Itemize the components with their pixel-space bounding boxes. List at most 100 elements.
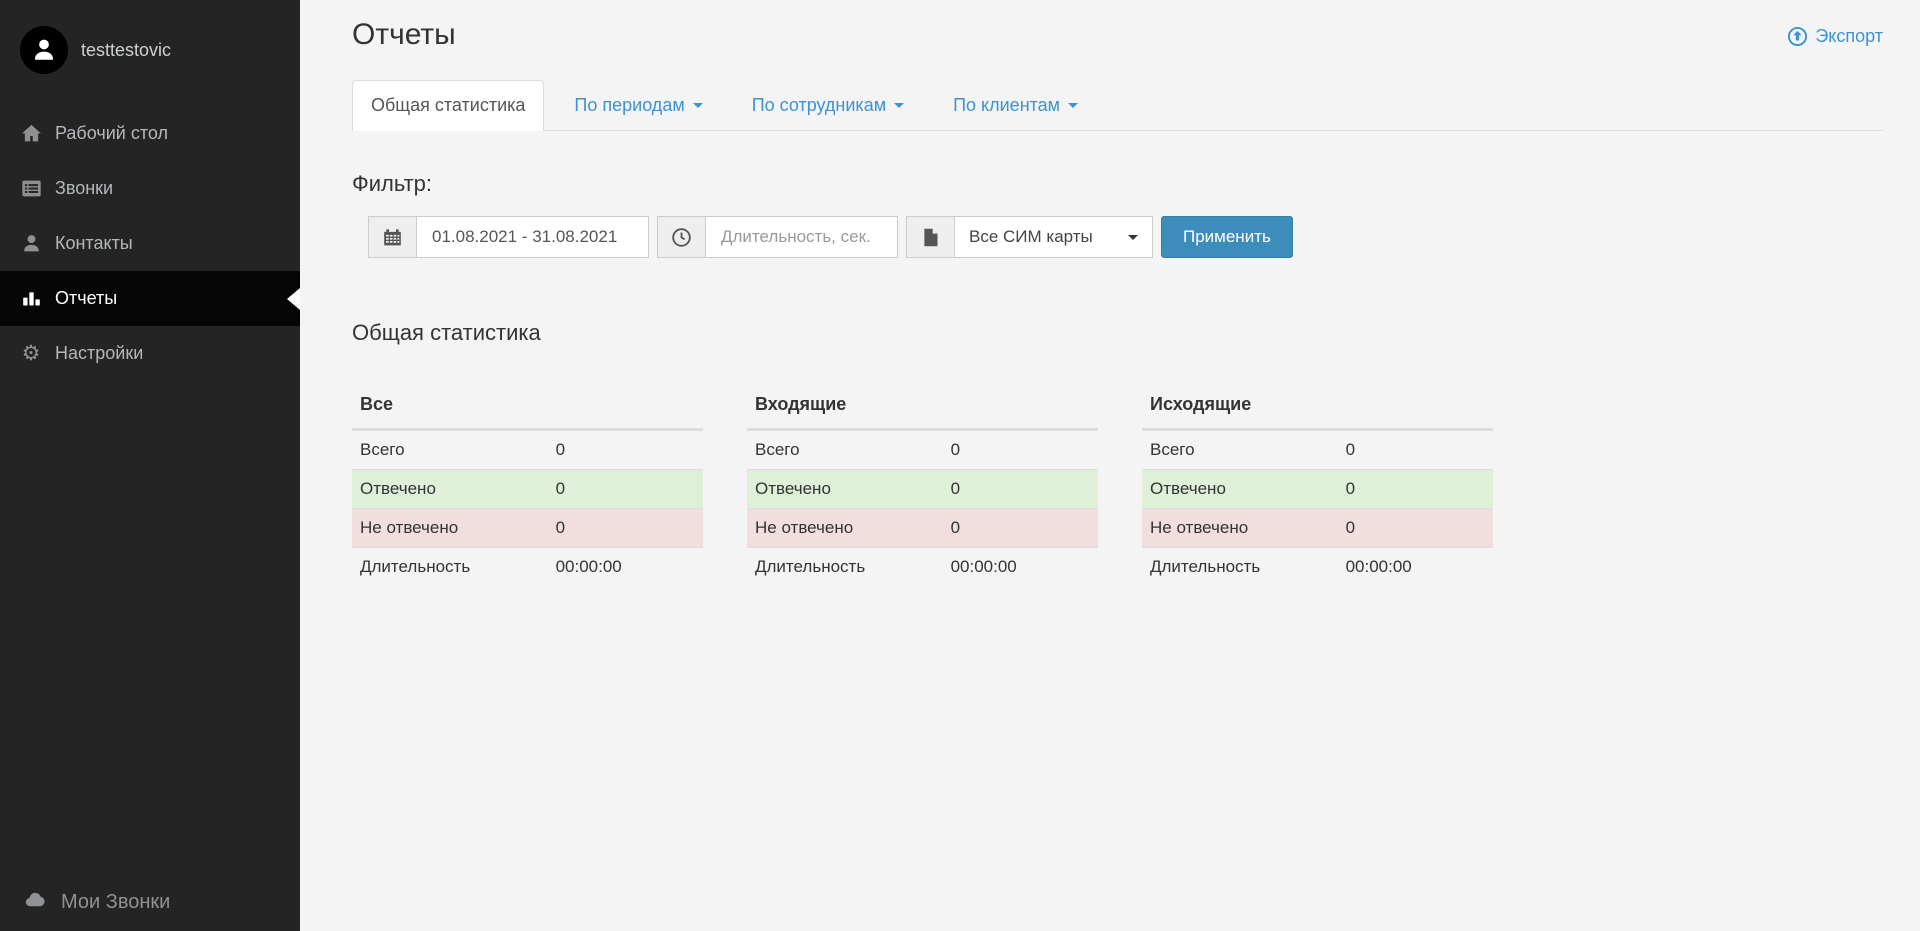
user-avatar [20,26,68,74]
stats-table-outgoing: Исходящие Всего 0 Отвечено 0 Не отвечено… [1142,386,1493,586]
tab-by-periods[interactable]: По периодам [555,81,721,130]
row-label: Не отвечено [1150,518,1249,537]
active-item-arrow-icon [287,287,300,310]
apply-button[interactable]: Применить [1161,216,1293,258]
row-value: 0 [950,479,961,498]
row-value: 0 [1345,479,1356,498]
duration-group [657,216,898,258]
row-label: Не отвечено [755,518,854,537]
stats-tables: Все Всего 0 Отвечено 0 Не отвечено 0 Дли… [352,386,1883,586]
sidebar-item-my-calls[interactable]: Мои Звонки [0,873,300,931]
date-range-group [368,216,649,258]
date-range-input[interactable] [416,216,649,258]
username: testtestovic [81,39,172,60]
sidebar-item-label: Отчеты [55,288,118,308]
sidebar-item-desktop[interactable]: Рабочий стол [0,106,300,161]
circle-arrow-up-icon [1788,26,1808,47]
row-label: Отвечено [755,479,831,498]
export-label: Экспорт [1815,26,1883,46]
file-icon [906,216,954,258]
user-icon [19,233,43,254]
row-label: Всего [1150,440,1195,459]
row-label: Отвечено [1150,479,1226,498]
bar-chart-icon [19,288,43,309]
sidebar-item-settings[interactable]: ⚙ Настройки [0,326,300,381]
sidebar-menu: Рабочий стол Звонки Контакты Отчеты ⚙ На… [0,106,300,381]
page-title: Отчеты [352,18,456,51]
sidebar-item-label: Мои Звонки [61,890,171,913]
sim-card-select[interactable]: Все СИМ карты [954,216,1153,258]
sim-card-group: Все СИМ карты [906,216,1153,258]
tab-label: По периодам [574,95,685,115]
table-row: Не отвечено 0 [747,508,1098,547]
user-panel[interactable]: testtestovic [0,0,300,74]
tab-by-clients[interactable]: По клиентам [934,81,1097,130]
table-title: Все [352,386,703,430]
sidebar-item-reports[interactable]: Отчеты [0,271,300,326]
row-label: Длительность [1150,557,1261,576]
report-tabs: Общая статистика По периодам По сотрудни… [352,80,1883,131]
cloud-icon [23,887,48,918]
table-row: Длительность 00:00:00 [1142,547,1493,586]
row-value: 00:00:00 [950,557,1017,576]
sidebar: testtestovic Рабочий стол Звонки Контакт… [0,0,300,931]
table-row: Не отвечено 0 [1142,508,1493,547]
page-header: Отчеты Экспорт [352,18,1883,52]
gear-icon: ⚙ [21,342,41,365]
table-row: Отвечено 0 [1142,469,1493,508]
export-button[interactable]: Экспорт [1787,26,1883,47]
sidebar-item-label: Настройки [55,343,144,363]
table-row: Всего 0 [1142,430,1493,469]
row-value: 00:00:00 [1345,557,1412,576]
sidebar-item-label: Контакты [55,233,133,253]
sim-card-selected-value: Все СИМ карты [969,227,1093,246]
filter-form: Все СИМ карты Применить [368,216,1883,258]
row-label: Всего [755,440,800,459]
sidebar-item-label: Звонки [55,178,114,198]
row-value: 0 [555,440,566,459]
sidebar-item-label: Рабочий стол [55,123,168,143]
tab-by-employees[interactable]: По сотрудникам [733,81,923,130]
main-content: Отчеты Экспорт Общая статистика По перио… [300,0,1920,931]
row-label: Длительность [755,557,866,576]
tab-label: По сотрудникам [751,95,887,115]
calendar-icon[interactable] [368,216,416,258]
list-icon [19,178,43,199]
stats-table-incoming: Входящие Всего 0 Отвечено 0 Не отвечено … [747,386,1098,586]
chevron-down-icon [1128,234,1138,240]
table-row: Отвечено 0 [747,469,1098,508]
section-heading: Общая статистика [352,320,541,345]
duration-input[interactable] [705,216,898,258]
table-row: Всего 0 [352,430,703,469]
row-value: 00:00:00 [555,557,622,576]
home-icon [19,123,43,144]
row-label: Всего [360,440,405,459]
table-row: Всего 0 [747,430,1098,469]
table-title: Исходящие [1142,386,1493,430]
tab-label: По клиентам [953,95,1061,115]
row-value: 0 [1345,518,1356,537]
table-row: Отвечено 0 [352,469,703,508]
chevron-down-icon [894,103,905,108]
row-value: 0 [950,518,961,537]
table-title: Входящие [747,386,1098,430]
filter-heading: Фильтр: [352,171,433,196]
row-label: Отвечено [360,479,436,498]
clock-icon [657,216,705,258]
row-label: Не отвечено [360,518,459,537]
row-value: 0 [555,518,566,537]
table-row: Длительность 00:00:00 [352,547,703,586]
stats-table-all: Все Всего 0 Отвечено 0 Не отвечено 0 Дли… [352,386,703,586]
tab-general-stats[interactable]: Общая статистика [352,80,545,131]
table-row: Длительность 00:00:00 [747,547,1098,586]
row-value: 0 [555,479,566,498]
row-value: 0 [950,440,961,459]
row-value: 0 [1345,440,1356,459]
row-label: Длительность [360,557,471,576]
sidebar-item-calls[interactable]: Звонки [0,161,300,216]
sidebar-item-contacts[interactable]: Контакты [0,216,300,271]
chevron-down-icon [692,103,703,108]
user-icon [35,39,53,60]
table-row: Не отвечено 0 [352,508,703,547]
chevron-down-icon [1068,103,1079,108]
